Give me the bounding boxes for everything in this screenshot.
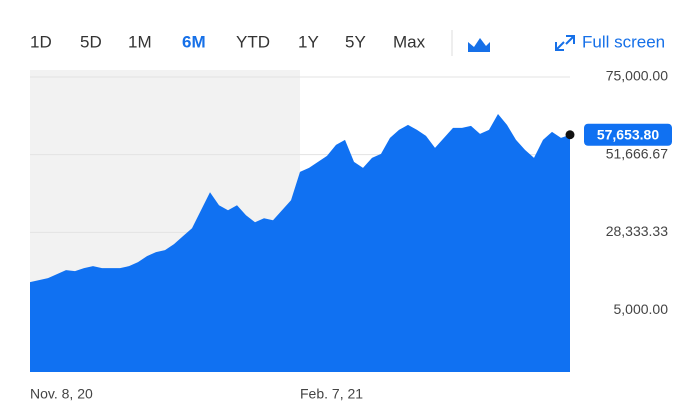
y-tick-label: 28,333.33 [606, 223, 668, 239]
range-button[interactable]: 1Y [298, 32, 319, 51]
chart-type-icon[interactable] [468, 38, 490, 52]
range-button[interactable]: 6M [182, 32, 206, 51]
range-button[interactable]: 1D [30, 32, 52, 51]
y-tick-label: 75,000.00 [606, 68, 668, 84]
last-price-dot [565, 130, 575, 140]
last-price-label: 57,653.80 [597, 126, 659, 142]
fullscreen-link[interactable]: Full screen [582, 32, 665, 51]
x-tick-label: Nov. 8, 20 [30, 386, 93, 402]
y-tick-label: 5,000.00 [614, 301, 669, 317]
range-button[interactable]: 5Y [345, 32, 366, 51]
range-button[interactable]: 5D [80, 32, 102, 51]
x-tick-label: Feb. 7, 21 [300, 386, 363, 402]
range-button[interactable]: 1M [128, 32, 152, 51]
range-button[interactable]: Max [393, 32, 426, 51]
range-button[interactable]: YTD [236, 32, 270, 51]
y-tick-label: 51,666.67 [606, 145, 668, 161]
area [30, 114, 570, 372]
fullscreen-icon[interactable] [555, 35, 575, 51]
last-price-box [584, 123, 672, 146]
